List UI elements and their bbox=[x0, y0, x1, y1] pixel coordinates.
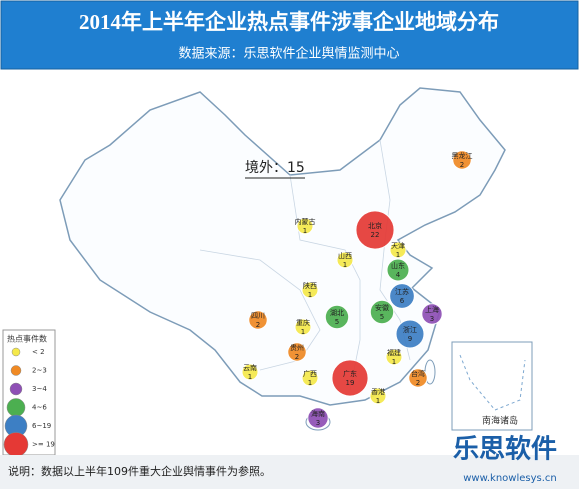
region-name: 海南 bbox=[311, 409, 325, 418]
region-name: 上海 bbox=[425, 305, 439, 314]
region-bubble bbox=[389, 241, 407, 259]
overseas-value: 15 bbox=[287, 160, 305, 176]
region-bubble bbox=[369, 387, 387, 405]
region-bubble bbox=[355, 210, 395, 250]
region-value: 1 bbox=[392, 358, 396, 366]
region-bubble bbox=[324, 304, 350, 330]
region-value: 1 bbox=[308, 291, 312, 299]
region-value: 2 bbox=[416, 379, 420, 387]
region-value: 9 bbox=[408, 335, 412, 343]
legend-label: 6~19 bbox=[32, 422, 51, 430]
title: 2014年上半年企业热点事件涉事企业地域分布 bbox=[79, 10, 499, 34]
region-name: 台湾 bbox=[411, 369, 425, 378]
legend-label: 3~4 bbox=[32, 385, 47, 393]
region-name: 广西 bbox=[303, 369, 317, 378]
inset-box bbox=[451, 341, 533, 431]
region-name: 香港 bbox=[371, 387, 385, 396]
region-name: 广东 bbox=[343, 369, 357, 378]
title-bar bbox=[0, 0, 579, 70]
region-bubble bbox=[452, 150, 472, 170]
footer-note: 说明：数据以上半年109件重大企业舆情事件为参照。 bbox=[8, 464, 271, 478]
region-value: 4 bbox=[396, 271, 401, 279]
legend-label: 2~3 bbox=[32, 367, 47, 375]
region-bubble bbox=[386, 258, 410, 282]
region-value: 1 bbox=[248, 373, 252, 381]
region-value: 2 bbox=[460, 161, 464, 169]
region-name: 四川 bbox=[251, 312, 265, 320]
region-bubble bbox=[241, 363, 259, 381]
legend-swatch bbox=[11, 347, 21, 357]
province-borders bbox=[199, 249, 321, 371]
region-name: 天津 bbox=[391, 242, 405, 250]
legend-label: < 2 bbox=[32, 348, 45, 356]
legend-label: >= 19 bbox=[32, 441, 55, 449]
inset-label: 南海诸岛 bbox=[482, 415, 518, 427]
region-name: 云南 bbox=[243, 363, 257, 372]
region-name: 山东 bbox=[391, 261, 405, 270]
legend-label: 4~6 bbox=[32, 404, 47, 412]
region-value: 2 bbox=[295, 353, 299, 361]
region-value: 22 bbox=[371, 231, 380, 239]
region-bubble bbox=[389, 283, 415, 309]
region-bubble bbox=[385, 348, 403, 366]
region-value: 3 bbox=[430, 315, 434, 323]
region-name: 福建 bbox=[387, 348, 401, 357]
region-name: 浙江 bbox=[403, 325, 417, 334]
region-value: 1 bbox=[376, 397, 380, 405]
region-bubble bbox=[336, 251, 354, 269]
logo-url: www.knowlesys.cn bbox=[463, 473, 557, 484]
legend-swatch bbox=[9, 382, 23, 396]
region-name: 北京 bbox=[368, 221, 382, 230]
region-value: 1 bbox=[396, 251, 400, 259]
region-bubble bbox=[369, 299, 395, 325]
region-value: 1 bbox=[308, 379, 312, 387]
footer-bar bbox=[0, 455, 579, 489]
region-value: 1 bbox=[343, 261, 347, 269]
overseas-label: 境外： 15 bbox=[245, 160, 305, 179]
legend-title: 热点事件数 bbox=[7, 334, 47, 344]
region-bubble bbox=[331, 359, 369, 397]
region-bubble bbox=[294, 318, 312, 336]
region-name: 黑龙江 bbox=[452, 151, 473, 160]
region-value: 1 bbox=[301, 328, 305, 336]
region-bubble bbox=[421, 303, 443, 325]
legend: < 2 2~3 3~4 4~6 6~19 >= 19 bbox=[3, 347, 55, 457]
region-name: 贵州 bbox=[290, 343, 304, 352]
region-bubble bbox=[301, 369, 319, 387]
region-name: 山西 bbox=[338, 251, 352, 260]
logo: 乐思软件 bbox=[453, 435, 557, 465]
region-bubble bbox=[408, 368, 428, 388]
region-name: 安徽 bbox=[375, 303, 389, 312]
region-value: 5 bbox=[380, 313, 384, 321]
region-name: 陕西 bbox=[303, 281, 317, 290]
region-value: 6 bbox=[400, 297, 405, 305]
region-bubble bbox=[395, 319, 425, 349]
region-name: 内蒙古 bbox=[295, 217, 316, 226]
region-value: 3 bbox=[316, 419, 320, 427]
legend-swatch bbox=[6, 398, 26, 417]
region-value: 2 bbox=[256, 321, 260, 329]
region-value: 19 bbox=[346, 379, 355, 387]
region-bubble bbox=[287, 342, 307, 362]
legend-swatch bbox=[3, 432, 29, 457]
region-value: 1 bbox=[303, 227, 307, 235]
overseas-name: 境外： bbox=[245, 160, 287, 176]
region-name: 湖北 bbox=[330, 308, 344, 317]
region-bubble bbox=[307, 407, 329, 429]
legend-swatch bbox=[10, 365, 22, 376]
subtitle: 数据来源：乐思软件企业舆情监测中心 bbox=[178, 46, 399, 62]
region-name: 重庆 bbox=[296, 318, 310, 327]
region-bubble bbox=[248, 310, 268, 330]
region-value: 5 bbox=[335, 318, 339, 326]
region-bubble bbox=[296, 217, 314, 235]
region-name: 江苏 bbox=[395, 287, 409, 296]
region-bubble bbox=[301, 281, 319, 299]
